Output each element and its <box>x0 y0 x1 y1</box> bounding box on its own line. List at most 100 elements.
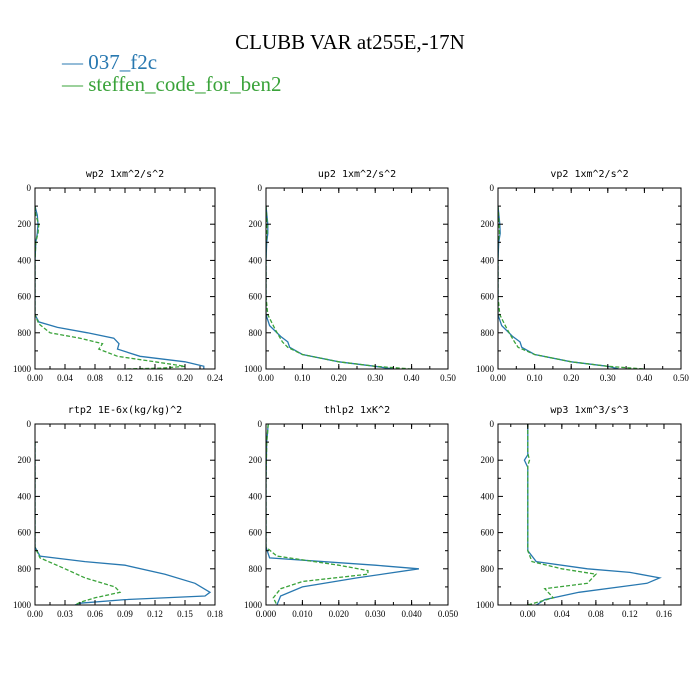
x-tick-label: 0.00 <box>258 373 274 383</box>
y-tick-label: 400 <box>249 255 263 265</box>
x-tick-label: 0.15 <box>177 609 193 619</box>
chart-panel: wp3 1xm^3/s^3 0 200 400 600 800 1000 0.00 0.04 0.… <box>476 405 682 619</box>
panel-title: rtp2 1E-6x(kg/kg)^2 <box>68 405 182 416</box>
y-tick-label: 200 <box>249 219 263 229</box>
x-tick-label: 0.00 <box>490 373 506 383</box>
x-tick-label: 0.20 <box>177 373 193 383</box>
series-line-037-f2c <box>35 205 205 369</box>
y-tick-label: 400 <box>18 491 32 501</box>
plot-frame <box>265 187 449 370</box>
y-tick-label: 1000 <box>476 364 495 374</box>
y-tick-label: 800 <box>481 328 495 338</box>
legend-item-037-f2c: — 037_f2c <box>62 50 157 75</box>
y-tick-label: 0 <box>490 419 495 429</box>
x-tick-label: 0.040 <box>401 609 422 619</box>
y-tick-label: 600 <box>481 292 495 302</box>
x-tick-label: 0.16 <box>147 373 163 383</box>
x-tick-label: 0.18 <box>207 609 223 619</box>
x-tick-label: 0.06 <box>87 609 103 619</box>
x-tick-label: 0.40 <box>404 373 420 383</box>
x-tick-label: 0.12 <box>622 609 638 619</box>
x-tick-label: 0.30 <box>600 373 616 383</box>
plot-frame <box>34 423 216 606</box>
legend-marker: — <box>62 50 83 74</box>
series-line-steffen-code-for-ben2 <box>498 206 645 369</box>
y-tick-label: 200 <box>481 219 495 229</box>
x-tick-label: 0.00 <box>520 609 536 619</box>
y-tick-label: 800 <box>18 564 32 574</box>
y-tick-label: 600 <box>18 292 32 302</box>
series-line-037-f2c <box>35 442 212 605</box>
legend-marker: — <box>62 72 83 96</box>
x-tick-label: 0.50 <box>673 373 689 383</box>
x-tick-label: 0.010 <box>292 609 313 619</box>
y-tick-label: 0 <box>490 183 495 193</box>
legend-item-steffen-code-for-ben2: — steffen_code_for_ben2 <box>62 72 281 97</box>
y-tick-label: 0 <box>258 419 263 429</box>
y-tick-label: 0 <box>27 419 32 429</box>
x-tick-label: 0.020 <box>329 609 350 619</box>
x-tick-label: 0.30 <box>367 373 383 383</box>
series-line-steffen-code-for-ben2 <box>35 442 122 605</box>
x-tick-label: 0.04 <box>554 609 570 619</box>
y-tick-label: 0 <box>258 183 263 193</box>
plot-frame <box>497 187 682 370</box>
y-tick-label: 1000 <box>13 600 32 610</box>
plot-frame <box>497 423 682 606</box>
legend-label: 037_f2c <box>88 50 158 74</box>
y-tick-label: 200 <box>18 219 32 229</box>
x-tick-label: 0.03 <box>57 609 73 619</box>
y-tick-label: 600 <box>249 528 263 538</box>
y-tick-label: 800 <box>249 564 263 574</box>
y-tick-label: 800 <box>249 328 263 338</box>
y-tick-label: 600 <box>249 292 263 302</box>
x-tick-label: 0.24 <box>207 373 223 383</box>
y-tick-label: 600 <box>18 528 32 538</box>
y-tick-label: 400 <box>249 491 263 501</box>
panel-title: wp2 1xm^2/s^2 <box>86 169 164 180</box>
panel-title: up2 1xm^2/s^2 <box>318 169 396 180</box>
x-tick-label: 0.050 <box>438 609 459 619</box>
x-tick-label: 0.16 <box>656 609 672 619</box>
x-tick-label: 0.08 <box>588 609 604 619</box>
y-tick-label: 1000 <box>244 600 263 610</box>
x-tick-label: 0.030 <box>365 609 386 619</box>
series-line-037-f2c <box>523 424 662 605</box>
series-line-steffen-code-for-ben2 <box>266 424 369 605</box>
panel-title: thlp2 1xK^2 <box>324 405 390 416</box>
x-tick-label: 0.20 <box>331 373 347 383</box>
y-tick-label: 400 <box>18 255 32 265</box>
x-tick-label: 0.12 <box>147 609 163 619</box>
panel-title: wp3 1xm^3/s^3 <box>550 405 628 416</box>
x-tick-label: 0.20 <box>563 373 579 383</box>
x-tick-label: 0.50 <box>440 373 456 383</box>
y-tick-label: 600 <box>481 528 495 538</box>
y-tick-label: 800 <box>18 328 32 338</box>
series-line-037-f2c <box>266 424 419 605</box>
x-tick-label: 0.00 <box>27 609 43 619</box>
y-tick-label: 800 <box>481 564 495 574</box>
y-tick-label: 400 <box>481 255 495 265</box>
series-line-steffen-code-for-ben2 <box>35 206 186 369</box>
x-tick-label: 0.08 <box>87 373 103 383</box>
x-tick-label: 0.10 <box>295 373 311 383</box>
chart-panel: rtp2 1E-6x(kg/kg)^2 0 200 400 600 800 10000.00… <box>13 405 223 619</box>
panel-title: vp2 1xm^2/s^2 <box>550 169 628 180</box>
y-tick-label: 200 <box>18 455 32 465</box>
y-tick-label: 0 <box>27 183 32 193</box>
y-tick-label: 400 <box>481 491 495 501</box>
y-tick-label: 200 <box>481 455 495 465</box>
x-tick-label: 0.12 <box>117 373 133 383</box>
series-line-037-f2c <box>498 206 619 369</box>
x-tick-label: 0.40 <box>637 373 653 383</box>
legend-label: steffen_code_for_ben2 <box>88 72 282 96</box>
x-tick-label: 0.10 <box>527 373 543 383</box>
y-tick-label: 1000 <box>13 364 32 374</box>
y-tick-label: 1000 <box>476 600 495 610</box>
x-tick-label: 0.09 <box>117 609 133 619</box>
